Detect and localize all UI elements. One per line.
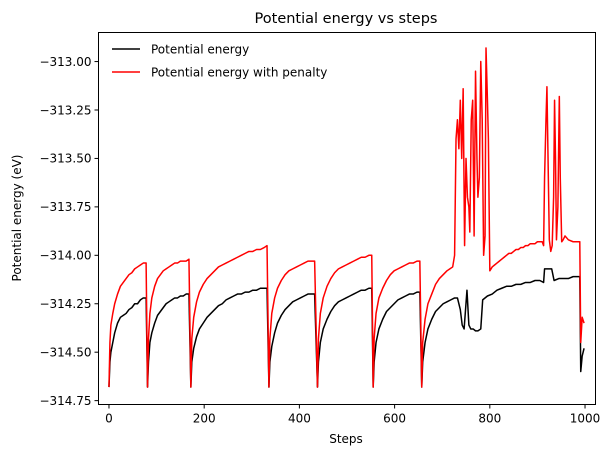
legend: Potential energy Potential energy with p…: [112, 43, 327, 80]
x-tick-label: 1000: [570, 412, 601, 426]
y-axis-label: Potential energy (eV): [10, 155, 24, 282]
series-line-potential-energy: [108, 268, 585, 388]
x-tick-label: 600: [383, 412, 406, 426]
chart-title: Potential energy vs steps: [255, 11, 438, 27]
y-tick-label: −314.75: [39, 394, 91, 408]
y-tick-label: −313.00: [39, 55, 91, 69]
x-tick-label: 400: [288, 412, 311, 426]
y-axis: −314.75 −314.50 −314.25 −314.00 −313.75 −313.…: [39, 55, 99, 408]
x-tick-label: 200: [193, 412, 216, 426]
series-layer: [108, 47, 585, 388]
y-tick-label: −313.50: [39, 152, 91, 166]
legend-label-potential-energy-with-penalty: Potential energy with penalty: [151, 66, 327, 80]
y-tick-label: −313.25: [39, 103, 91, 117]
x-tick-label: 0: [105, 412, 113, 426]
y-tick-label: −314.25: [39, 297, 91, 311]
x-axis: 0 200 400 600 800 1000: [105, 404, 601, 426]
legend-label-potential-energy: Potential energy: [151, 43, 249, 57]
y-tick-label: −313.75: [39, 200, 91, 214]
y-tick-label: −314.00: [39, 249, 91, 263]
y-tick-label: −314.50: [39, 345, 91, 359]
plot-area: [98, 32, 596, 405]
x-axis-label: Steps: [329, 432, 363, 446]
plot-frame: [98, 32, 596, 405]
x-tick-label: 800: [478, 412, 501, 426]
series-line-potential-energy-with-penalty: [108, 47, 585, 388]
